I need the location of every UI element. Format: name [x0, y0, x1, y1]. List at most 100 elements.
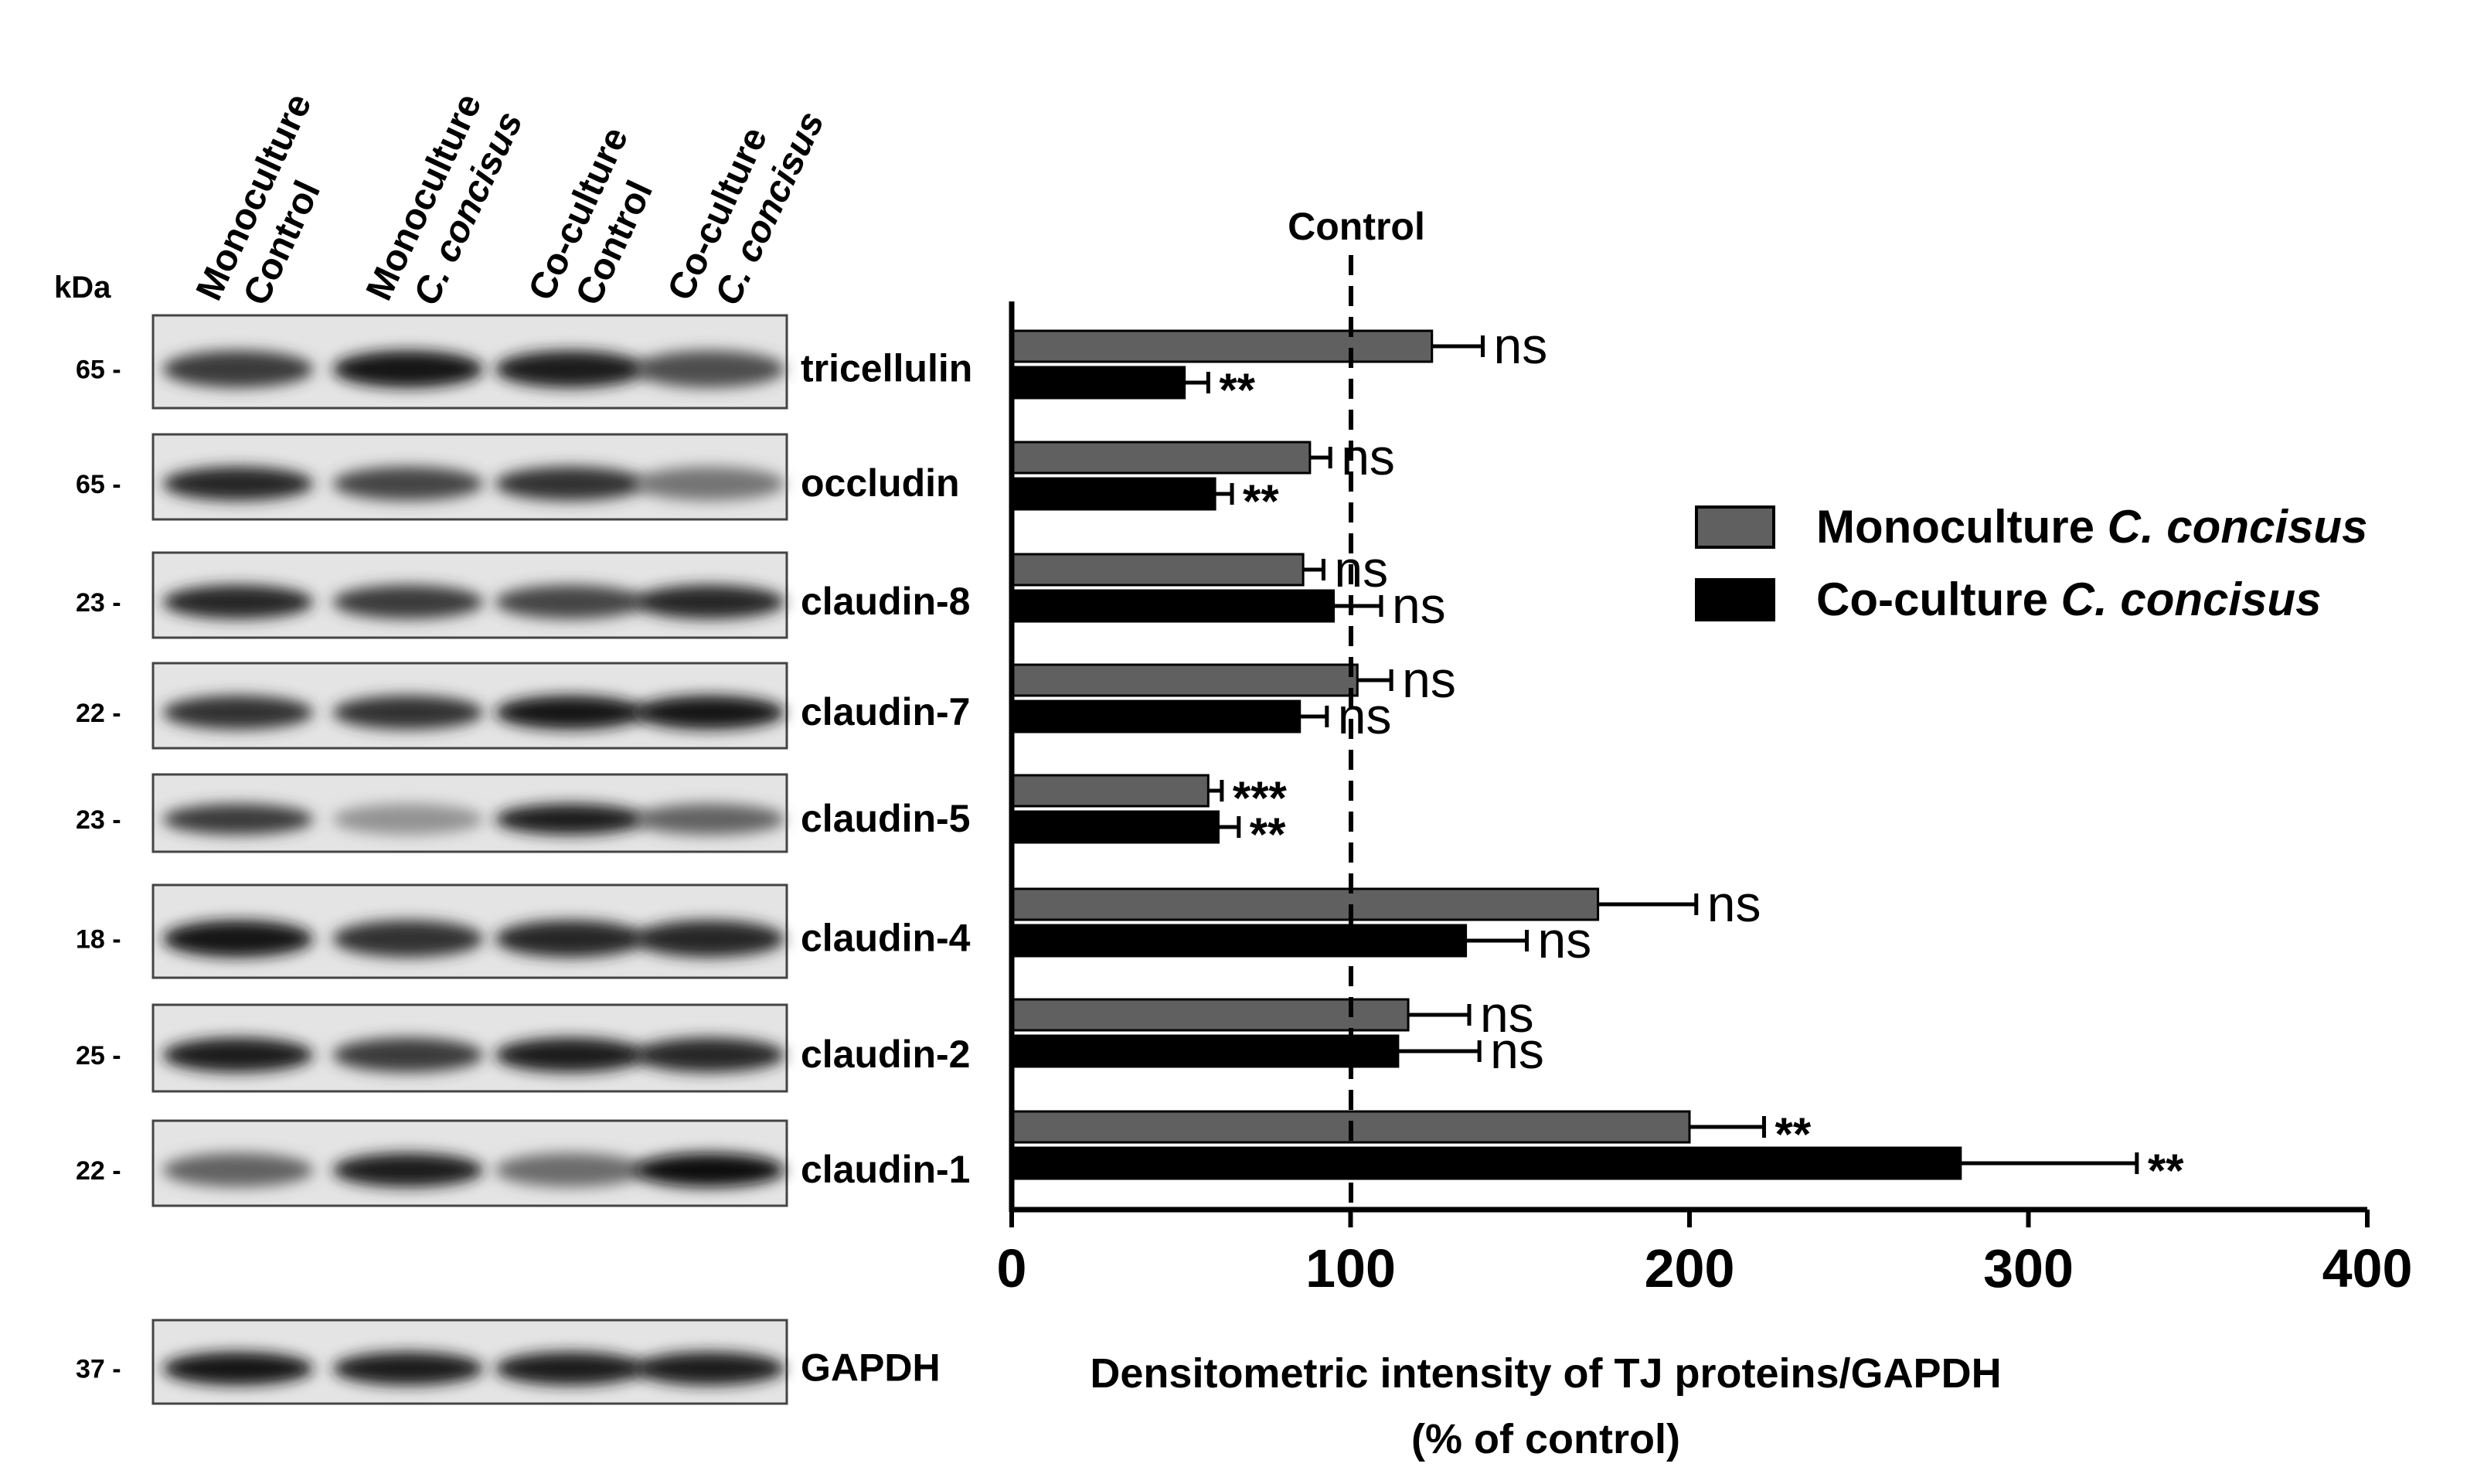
x-tick-label: 400: [2322, 1238, 2413, 1298]
protein-label: claudin-1: [801, 1148, 970, 1191]
blot-band: [634, 920, 785, 958]
blot-row: 25 - claudin-2: [76, 1003, 970, 1093]
blot-band: [332, 920, 484, 958]
bar-group-item: ns: [1010, 540, 1388, 597]
blot-band: [495, 1037, 646, 1073]
bar: [1010, 924, 1468, 958]
blot-band: [332, 584, 484, 619]
bar: [1010, 589, 1336, 623]
bar-group-item: ns: [1010, 577, 1446, 634]
blot-band: [634, 804, 785, 835]
bar-group-item: **: [1010, 475, 1279, 527]
blot-band: [495, 1352, 646, 1386]
protein-label: GAPDH: [801, 1346, 941, 1390]
legend-swatch: [1695, 578, 1775, 621]
bar-group-item: ns: [1010, 1022, 1544, 1079]
protein-label: claudin-4: [801, 917, 971, 960]
blot-band: [332, 1037, 484, 1073]
blot-band: [634, 1352, 785, 1386]
blot-band: [162, 1152, 314, 1187]
control-reference-label: Control: [1288, 205, 1425, 248]
blot-row: 22 - claudin-7: [76, 662, 970, 750]
blot-band: [634, 1037, 785, 1073]
significance-label: **: [1219, 364, 1255, 416]
blot-band: [495, 466, 646, 501]
x-tick-label: 100: [1305, 1238, 1396, 1298]
blot-band: [162, 1352, 314, 1386]
blot-band: [332, 466, 484, 501]
kda-marker: 65 -: [76, 356, 121, 385]
blot-row: 18 - claudin-4: [76, 883, 971, 979]
bar-group-item: ns: [1010, 651, 1456, 708]
protein-label: claudin-7: [801, 690, 970, 733]
x-axis: 0 100 200 300 400 Densitometric intensity of…: [997, 301, 2413, 1462]
bar: [1010, 1034, 1400, 1068]
blot-band: [162, 920, 314, 958]
significance-label: ns: [1392, 577, 1446, 634]
kda-marker: 22 -: [76, 699, 121, 728]
x-tick-label: 0: [997, 1238, 1027, 1298]
blot-band: [495, 695, 646, 730]
bar: [1010, 663, 1359, 697]
significance-label: **: [1243, 475, 1279, 527]
blot-band: [332, 1352, 484, 1386]
legend-swatch: [1695, 505, 1775, 549]
bar: [1010, 774, 1210, 808]
significance-label: ***: [1233, 772, 1288, 824]
x-axis-label: Densitometric intensity of TJ proteins/G…: [1090, 1350, 2001, 1397]
blot-band: [495, 350, 646, 388]
protein-label: tricellulin: [801, 347, 972, 390]
blot-band: [162, 466, 314, 501]
significance-label: ns: [1334, 540, 1388, 597]
blot-band: [634, 584, 785, 619]
legend-label: Monoculture C. concisus: [1816, 501, 2367, 553]
significance-label: ns: [1538, 911, 1592, 968]
x-axis-label-line2: (% of control): [1411, 1416, 1680, 1462]
kda-marker: 23 -: [76, 588, 121, 618]
legend-item: Monoculture C. concisus: [1695, 501, 2367, 553]
bar-group-item: ns: [1010, 911, 1592, 968]
significance-label: ns: [1494, 317, 1548, 374]
protein-label: claudin-2: [801, 1033, 970, 1076]
blot-band: [162, 584, 314, 619]
legend: Monoculture C. concisus Co-culture C. con…: [1695, 501, 2367, 625]
bar-group-item: **: [1010, 364, 1256, 416]
bar: [1010, 699, 1302, 733]
bar-group-item: **: [1010, 808, 1286, 860]
kda-marker: 37 -: [76, 1355, 121, 1384]
blot-band: [634, 350, 785, 388]
blot-band: [634, 466, 785, 501]
legend-label: Co-culture C. concisus: [1816, 574, 2321, 625]
x-tick-label: 200: [1645, 1238, 1735, 1298]
x-ticks: 0 100 200 300 400: [997, 1210, 2413, 1298]
kda-marker: 25 -: [76, 1041, 121, 1070]
legend-item: Co-culture C. concisus: [1695, 574, 2321, 625]
blot-band: [332, 695, 484, 730]
significance-label: **: [1250, 808, 1286, 860]
kda-marker: 23 -: [76, 805, 121, 835]
blot-band: [495, 584, 646, 619]
x-tick-label: 300: [1983, 1238, 2074, 1298]
bar-group-item: ns: [1010, 985, 1534, 1043]
blot-band: [495, 920, 646, 958]
significance-label: ns: [1707, 875, 1761, 932]
significance-label: ns: [1480, 985, 1534, 1043]
blot-row: 23 - claudin-5: [76, 773, 970, 853]
significance-label: ns: [1338, 687, 1392, 744]
bar-group-item: ***: [1010, 772, 1288, 824]
blot-band: [332, 350, 484, 388]
bar: [1010, 553, 1305, 587]
blot-row: 37 - GAPDH: [76, 1319, 941, 1405]
blot-band: [162, 695, 314, 730]
bar: [1010, 477, 1216, 511]
bar: [1010, 441, 1312, 475]
blot-band: [332, 1152, 484, 1187]
